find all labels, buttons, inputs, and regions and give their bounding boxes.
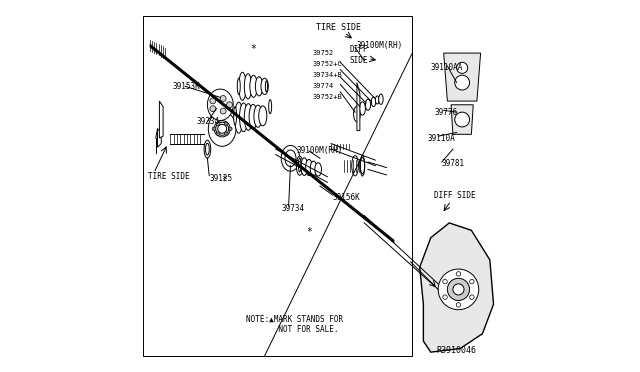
Text: 39781: 39781 <box>442 159 465 169</box>
Circle shape <box>220 96 226 102</box>
Ellipse shape <box>234 107 237 125</box>
Polygon shape <box>159 101 163 138</box>
Circle shape <box>443 279 447 284</box>
Circle shape <box>210 106 216 112</box>
Circle shape <box>227 102 232 108</box>
Circle shape <box>210 98 216 104</box>
Ellipse shape <box>255 77 263 96</box>
Polygon shape <box>157 129 161 147</box>
Circle shape <box>453 284 464 295</box>
Text: 39125: 39125 <box>209 174 232 183</box>
Ellipse shape <box>371 97 376 107</box>
Ellipse shape <box>244 74 252 99</box>
Text: TIRE SIDE: TIRE SIDE <box>148 172 190 181</box>
Circle shape <box>447 278 470 301</box>
Circle shape <box>470 279 474 284</box>
Ellipse shape <box>204 140 211 158</box>
Ellipse shape <box>254 105 262 127</box>
Text: 39752: 39752 <box>312 50 334 56</box>
Ellipse shape <box>315 163 321 176</box>
Circle shape <box>455 75 470 90</box>
Text: DIFF
SIDE: DIFF SIDE <box>349 45 368 65</box>
Ellipse shape <box>266 81 268 92</box>
Text: 39100M(RH): 39100M(RH) <box>296 147 342 155</box>
Text: 39774: 39774 <box>312 83 334 89</box>
Text: 39110A: 39110A <box>427 134 455 142</box>
Polygon shape <box>444 53 481 101</box>
Text: 39234: 39234 <box>196 117 220 126</box>
Ellipse shape <box>259 106 267 126</box>
Ellipse shape <box>207 89 233 121</box>
Ellipse shape <box>235 102 243 133</box>
Text: 39100M(RH): 39100M(RH) <box>356 41 403 50</box>
Ellipse shape <box>244 104 252 130</box>
Ellipse shape <box>310 161 317 176</box>
Ellipse shape <box>239 72 246 100</box>
Text: 39776: 39776 <box>435 108 458 117</box>
Ellipse shape <box>379 94 383 105</box>
Ellipse shape <box>281 145 300 171</box>
Text: *: * <box>221 176 227 186</box>
Ellipse shape <box>360 102 365 115</box>
Text: 39734: 39734 <box>281 203 305 213</box>
Ellipse shape <box>306 160 312 176</box>
Polygon shape <box>357 83 360 131</box>
Circle shape <box>225 122 228 126</box>
Circle shape <box>438 269 479 310</box>
Text: NOTE:▲MARK STANDS FOR
       NOT FOR SALE.: NOTE:▲MARK STANDS FOR NOT FOR SALE. <box>246 315 343 334</box>
Text: 39156K: 39156K <box>333 193 361 202</box>
Circle shape <box>228 127 232 131</box>
Circle shape <box>220 108 226 114</box>
Ellipse shape <box>269 100 271 113</box>
Text: 39752+C: 39752+C <box>312 61 342 67</box>
Text: DIFF SIDE: DIFF SIDE <box>434 191 476 200</box>
Circle shape <box>443 295 447 299</box>
Text: 39734+B: 39734+B <box>312 72 342 78</box>
Circle shape <box>212 127 216 131</box>
Text: 39752+B: 39752+B <box>312 94 342 100</box>
Ellipse shape <box>237 78 240 94</box>
Ellipse shape <box>353 106 360 122</box>
Polygon shape <box>420 223 493 352</box>
Circle shape <box>470 295 474 299</box>
Circle shape <box>216 132 220 135</box>
Ellipse shape <box>261 78 268 94</box>
Ellipse shape <box>296 156 303 175</box>
Circle shape <box>456 303 461 307</box>
Text: TIRE SIDE: TIRE SIDE <box>316 23 361 32</box>
Text: 39153K: 39153K <box>172 82 200 91</box>
Ellipse shape <box>298 158 301 172</box>
Polygon shape <box>451 105 473 134</box>
Ellipse shape <box>376 96 379 104</box>
Text: *: * <box>306 227 312 237</box>
Circle shape <box>216 122 220 126</box>
Circle shape <box>456 272 461 276</box>
Ellipse shape <box>250 75 257 97</box>
Ellipse shape <box>301 158 308 176</box>
Circle shape <box>225 132 228 135</box>
Circle shape <box>455 112 470 127</box>
Text: 39110AA: 39110AA <box>431 63 463 72</box>
Ellipse shape <box>208 111 236 146</box>
Text: R3910046: R3910046 <box>436 346 477 355</box>
Ellipse shape <box>239 103 248 132</box>
Ellipse shape <box>365 99 371 110</box>
Text: *: * <box>251 44 257 54</box>
Ellipse shape <box>249 105 257 129</box>
Circle shape <box>456 62 468 73</box>
